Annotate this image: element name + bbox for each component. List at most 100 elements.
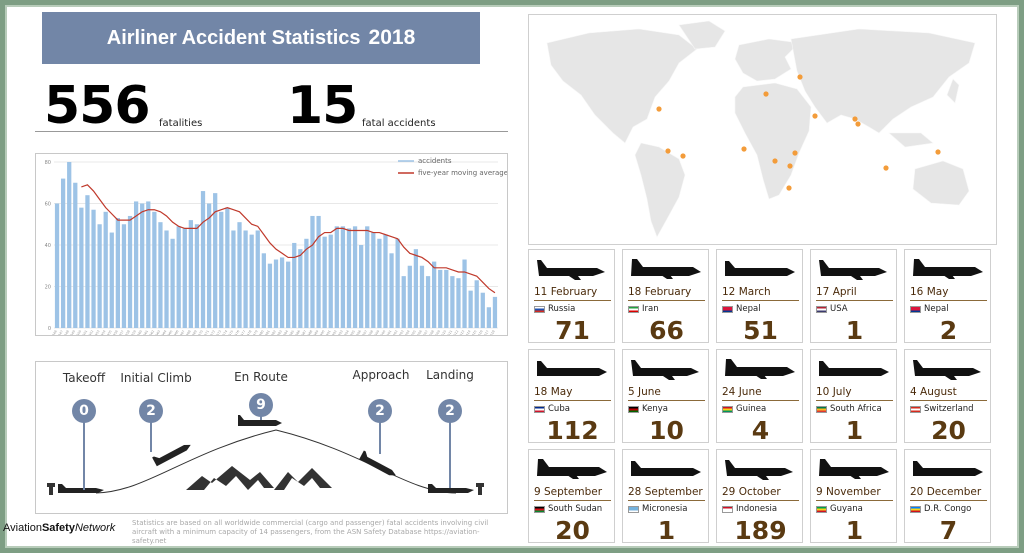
- date-divider: [816, 500, 893, 501]
- accident-bar: [468, 290, 473, 328]
- accident-marker: [812, 113, 818, 119]
- accident-bar: [91, 209, 96, 328]
- date-divider: [628, 300, 705, 301]
- accident-bar: [474, 280, 479, 328]
- fatalities-value: 556: [44, 76, 151, 136]
- accident-bar: [273, 259, 279, 328]
- accident-fatalities: 66: [649, 316, 684, 345]
- accident-date: 11 February: [534, 286, 598, 298]
- accident-bar: [334, 226, 339, 328]
- aircraft-silhouette-icon: [725, 359, 795, 379]
- accident-bar: [340, 226, 346, 328]
- accident-date: 9 November: [816, 486, 881, 498]
- x-tick-label: 1999: [373, 330, 381, 336]
- accident-bar: [377, 238, 382, 328]
- aircraft-silhouette-icon: [631, 360, 699, 380]
- country-flag-icon: [722, 506, 733, 513]
- x-tick-label: 1985: [288, 330, 296, 336]
- x-tick-label: 2018: [488, 330, 496, 336]
- accident-fatalities: 51: [743, 316, 778, 345]
- accident-date: 28 September: [628, 486, 703, 498]
- accident-bar: [425, 276, 431, 329]
- flight-profile-svg: [47, 415, 484, 495]
- accident-card: 12 March Nepal 51: [716, 249, 803, 345]
- x-tick-label: 1972: [209, 330, 217, 336]
- x-tick-label: 1983: [275, 330, 283, 336]
- accident-bar: [383, 234, 388, 329]
- x-tick-label: 2015: [470, 330, 478, 336]
- aircraft-silhouette-icon: [819, 260, 887, 280]
- aircraft-silhouette-icon: [913, 360, 981, 380]
- mountains-icon: [186, 466, 332, 490]
- x-tick-label: 1995: [348, 330, 356, 336]
- x-tick-label: 2005: [409, 330, 417, 336]
- flight-path-curve: [95, 429, 457, 494]
- accident-bar: [243, 230, 248, 328]
- accident-fatalities: 112: [546, 416, 599, 445]
- x-tick-label: 1966: [172, 330, 180, 336]
- accident-country: Kenya: [642, 404, 669, 414]
- accident-country: Iran: [642, 304, 659, 314]
- x-tick-label: 1980: [257, 330, 265, 336]
- accident-fatalities: 20: [931, 416, 966, 445]
- header-divider: [35, 131, 508, 132]
- accident-fatalities: 20: [555, 516, 590, 545]
- x-tick-label: 1950: [75, 330, 83, 336]
- accident-bar: [194, 224, 200, 328]
- accident-bar: [146, 201, 151, 328]
- asn-logo: AviationSafetyNetwork: [3, 522, 116, 534]
- accident-card: 29 October Indonesia 189: [716, 449, 803, 545]
- accident-bar: [352, 226, 358, 328]
- phase-label-initial-climb: Initial Climb: [120, 371, 192, 385]
- accident-date: 17 April: [816, 286, 857, 298]
- accident-marker: [665, 148, 671, 154]
- date-divider: [722, 300, 799, 301]
- x-tick-label: 2001: [385, 330, 393, 336]
- accident-fatalities: 1: [657, 516, 676, 545]
- accident-fatalities: 189: [734, 516, 787, 545]
- country-flag-icon: [628, 306, 639, 313]
- aircraft-silhouette-icon: [819, 361, 889, 376]
- fatalities-label: fatalities: [159, 118, 203, 129]
- country-flag-icon: [628, 406, 639, 413]
- x-tick-label: 1969: [190, 330, 198, 336]
- accident-card: 9 November Guyana 1: [810, 449, 897, 545]
- title-year: 2018: [368, 26, 416, 49]
- accident-country: Cuba: [548, 404, 570, 414]
- x-tick-label: 1949: [69, 330, 77, 336]
- x-tick-label: 1964: [160, 330, 168, 336]
- x-tick-label: 2016: [476, 330, 484, 336]
- phase-count-landing: 2: [438, 399, 462, 423]
- plane-takeoff-icon: [58, 484, 104, 493]
- title-banner: Airliner Accident Statistics 2018: [42, 12, 480, 64]
- date-divider: [628, 400, 705, 401]
- x-tick-label: 1958: [123, 330, 131, 336]
- x-tick-label: 1987: [300, 330, 308, 336]
- accident-bar: [444, 269, 449, 328]
- x-tick-label: 1989: [312, 330, 320, 336]
- accident-trend-chart: 0 20 40 60 80 1946 1947 1948 1949 1950 1951 1952 195…: [35, 153, 508, 339]
- accident-bar: [182, 228, 187, 328]
- accident-country: USA: [830, 304, 848, 314]
- accident-bar: [438, 269, 443, 328]
- page-title: Airliner Accident Statistics: [106, 26, 361, 49]
- accident-card: 10 July South Africa 1: [810, 349, 897, 445]
- aircraft-silhouette-icon: [537, 361, 607, 376]
- accident-marker: [763, 91, 769, 97]
- accident-card: 16 May Nepal 2: [904, 249, 991, 345]
- accident-bar: [279, 257, 285, 328]
- accident-bar: [310, 215, 315, 328]
- accident-bar: [79, 207, 84, 328]
- aircraft-silhouette-icon: [537, 459, 607, 479]
- x-tick-label: 2014: [464, 330, 472, 336]
- phase-count-approach: 2: [368, 399, 392, 423]
- accident-marker: [852, 116, 858, 122]
- accident-card: 5 June Kenya 10: [622, 349, 709, 445]
- accident-bar: [261, 253, 266, 328]
- accident-bar: [231, 230, 236, 328]
- accident-card: 17 April USA 1: [810, 249, 897, 345]
- date-divider: [816, 300, 893, 301]
- accident-bar: [304, 238, 309, 328]
- accident-bar: [249, 234, 254, 329]
- accident-bar: [219, 211, 224, 328]
